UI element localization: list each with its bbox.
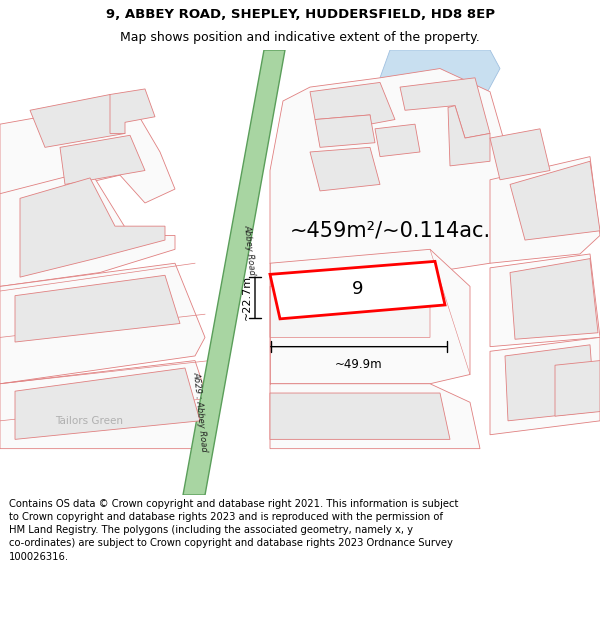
Polygon shape (555, 361, 600, 416)
Polygon shape (375, 124, 420, 157)
Polygon shape (183, 50, 285, 495)
Polygon shape (270, 261, 445, 319)
Polygon shape (490, 129, 550, 180)
Polygon shape (0, 263, 205, 384)
Polygon shape (315, 115, 375, 148)
Polygon shape (270, 272, 430, 338)
Text: A629 : Abbey Road: A629 : Abbey Road (191, 371, 209, 452)
Text: ~49.9m: ~49.9m (335, 357, 383, 371)
Polygon shape (448, 106, 490, 166)
Polygon shape (270, 249, 470, 384)
Polygon shape (310, 148, 380, 191)
Polygon shape (490, 338, 600, 435)
Polygon shape (110, 89, 155, 133)
Polygon shape (490, 254, 600, 347)
Polygon shape (270, 393, 450, 439)
Polygon shape (310, 82, 395, 124)
Text: Map shows position and indicative extent of the property.: Map shows position and indicative extent… (120, 31, 480, 44)
Polygon shape (510, 161, 600, 240)
Text: ~459m²/~0.114ac.: ~459m²/~0.114ac. (289, 221, 491, 241)
Polygon shape (0, 101, 175, 208)
Polygon shape (270, 69, 510, 291)
Polygon shape (505, 345, 595, 421)
Text: ~22.7m: ~22.7m (242, 275, 252, 320)
Polygon shape (30, 94, 125, 148)
Polygon shape (380, 50, 500, 106)
Polygon shape (15, 275, 180, 342)
Polygon shape (20, 178, 165, 277)
Polygon shape (400, 78, 490, 138)
Polygon shape (60, 135, 145, 184)
Polygon shape (490, 157, 600, 263)
Polygon shape (270, 384, 480, 449)
Polygon shape (510, 259, 598, 339)
Text: Abbey Road: Abbey Road (243, 224, 257, 275)
Polygon shape (15, 368, 200, 439)
Text: 9: 9 (352, 280, 364, 298)
Polygon shape (0, 171, 175, 286)
Text: Tailors Green: Tailors Green (55, 416, 123, 426)
Polygon shape (0, 361, 215, 449)
Text: 9, ABBEY ROAD, SHEPLEY, HUDDERSFIELD, HD8 8EP: 9, ABBEY ROAD, SHEPLEY, HUDDERSFIELD, HD… (106, 8, 494, 21)
Text: Contains OS data © Crown copyright and database right 2021. This information is : Contains OS data © Crown copyright and d… (9, 499, 458, 562)
